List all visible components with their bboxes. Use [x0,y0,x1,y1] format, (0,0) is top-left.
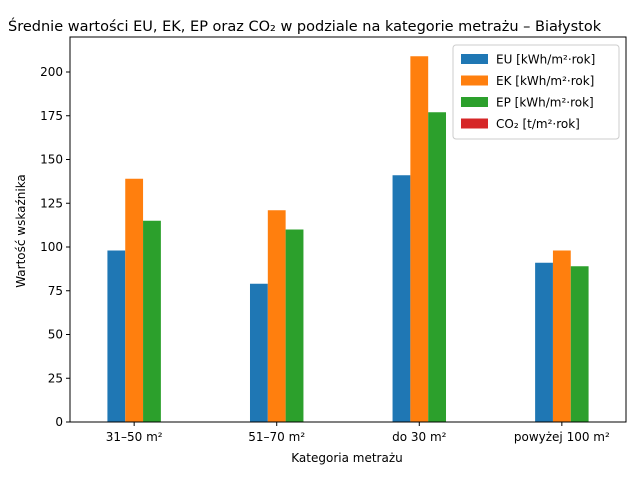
bar-1-3 [553,251,571,423]
bar-1-0 [125,179,143,422]
legend: EU [kWh/m²·rok] EK [kWh/m²·rok] EP [kWh/m²… [453,45,619,139]
bar-0-2 [393,175,411,422]
x-axis-label: Kategoria metrażu [291,451,402,465]
x-tick-label: 51–70 m² [248,430,305,444]
legend-entry: EK [kWh/m²·rok] [496,74,594,88]
y-tick-label: 125 [40,196,63,210]
bar-2-0 [143,221,161,422]
legend-swatch [461,119,488,129]
legend-entry: CO₂ [t/m²·rok] [496,117,580,131]
legend-swatch [461,76,488,86]
y-tick-label: 50 [48,328,63,342]
y-tick-label: 0 [55,415,63,429]
y-tick-label: 175 [40,109,63,123]
bar-0-3 [535,263,553,422]
bar-2-1 [286,230,304,423]
y-tick-label: 200 [40,65,63,79]
legend-entry: EP [kWh/m²·rok] [496,96,594,110]
y-axis-label: Wartość wskaźnika [14,174,28,288]
legend-entry: EU [kWh/m²·rok] [496,53,595,67]
x-tick-label: do 30 m² [392,430,447,444]
bar-1-1 [268,210,286,422]
x-tick-label: powyżej 100 m² [514,430,610,444]
legend-swatch [461,97,488,107]
bar-0-0 [107,251,125,423]
bar-2-3 [571,266,589,422]
x-tick-label: 31–50 m² [106,430,163,444]
bar-2-2 [428,112,446,422]
legend-swatch [461,54,488,64]
y-tick-label: 75 [48,284,63,298]
y-tick-label: 25 [48,371,63,385]
y-tick-label: 100 [40,240,63,254]
y-tick-label: 150 [40,153,63,167]
bar-1-2 [410,56,428,422]
chart-title: Średnie wartości EU, EK, EP oraz CO₂ w p… [8,17,602,35]
bar-0-1 [250,284,268,422]
